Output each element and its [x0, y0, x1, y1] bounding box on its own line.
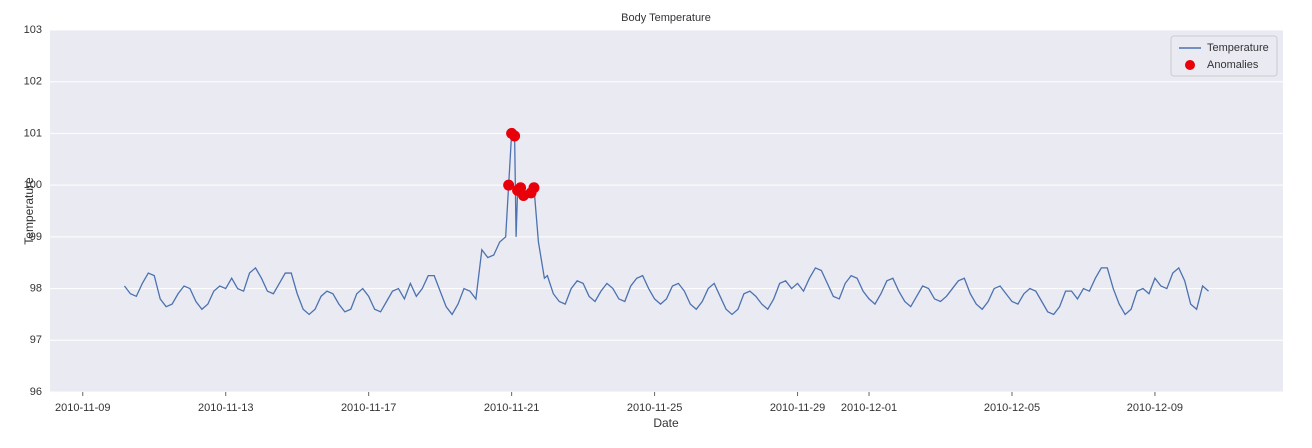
- x-axis-label: Date: [653, 416, 679, 430]
- legend: Temperature Anomalies: [1170, 35, 1278, 77]
- x-tick-label: 2010-11-13: [198, 402, 253, 414]
- y-tick-label: 102: [24, 76, 42, 88]
- y-axis-label: Temperature: [22, 177, 36, 245]
- x-tick-label: 2010-12-09: [1127, 402, 1183, 414]
- x-tick-label: 2010-11-25: [627, 402, 682, 414]
- x-tick-label: 2010-11-21: [484, 402, 539, 414]
- x-tick-label: 2010-11-17: [341, 402, 396, 414]
- y-tick-label: 97: [30, 334, 42, 346]
- legend-label: Anomalies: [1207, 59, 1259, 71]
- x-tick-label: 2010-11-09: [55, 402, 110, 414]
- legend-label: Temperature: [1207, 42, 1269, 54]
- anomaly-point: [528, 182, 540, 194]
- anomaly-point: [503, 179, 515, 191]
- y-tick-label: 100: [24, 179, 42, 191]
- chart-title: Body Temperature: [621, 12, 711, 24]
- plot-area: [50, 30, 1283, 392]
- y-tick-label: 99: [30, 231, 42, 243]
- y-tick-label: 98: [30, 282, 42, 294]
- anomaly-point: [509, 130, 521, 142]
- temperature-line: [123, 132, 1209, 316]
- legend-box: [1170, 35, 1278, 77]
- y-tick-label: 103: [24, 24, 42, 36]
- x-tick-label: 2010-12-05: [984, 402, 1040, 414]
- x-tick-label: 2010-11-29: [770, 402, 825, 414]
- y-tick-label: 96: [30, 386, 42, 398]
- y-tick-label: 101: [24, 127, 42, 139]
- x-tick-label: 2010-12-01: [841, 402, 897, 414]
- legend-swatch: [1185, 60, 1195, 70]
